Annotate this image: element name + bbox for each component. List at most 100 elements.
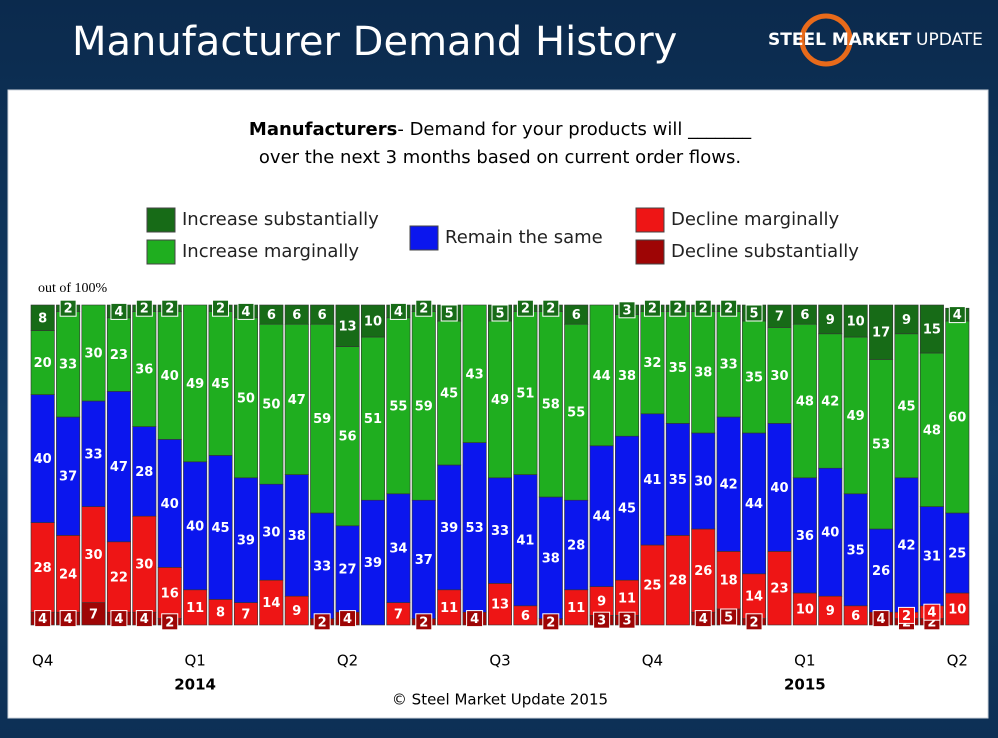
- data-label: 40: [34, 452, 52, 467]
- label-box: [745, 304, 763, 322]
- data-label: 39: [364, 556, 382, 571]
- data-label: 25: [643, 579, 661, 594]
- data-label: 20: [34, 356, 52, 371]
- data-label: 38: [288, 529, 306, 544]
- data-label: 4: [64, 612, 73, 627]
- data-label: 35: [745, 371, 763, 386]
- bar-segment: [335, 304, 360, 347]
- data-label: 37: [415, 553, 433, 568]
- data-label: 3: [597, 614, 606, 629]
- data-label: 35: [847, 543, 865, 558]
- data-label: 50: [262, 398, 280, 413]
- data-label: 10: [948, 603, 966, 618]
- data-label: 5: [724, 611, 733, 626]
- bar-segment: [919, 304, 944, 354]
- label-box: [745, 613, 763, 631]
- data-label: 45: [897, 399, 915, 414]
- data-label: 23: [110, 348, 128, 363]
- data-label: 37: [59, 470, 77, 485]
- data-label: 36: [135, 363, 153, 378]
- data-label: 4: [140, 612, 149, 627]
- legend-swatch: [146, 207, 176, 233]
- data-label: 2: [724, 302, 733, 317]
- data-label: 2: [318, 615, 327, 630]
- label-box: [923, 603, 941, 621]
- legend-label: Decline marginally: [671, 209, 840, 230]
- label-box: [59, 610, 77, 628]
- chart-title: Manufacturers- Demand for your products …: [249, 119, 752, 140]
- legend-label: Remain the same: [445, 227, 603, 248]
- legend-label: Increase marginally: [182, 241, 359, 262]
- footer: © Steel Market Update 2015: [392, 691, 608, 709]
- bar-segment: [360, 304, 385, 338]
- data-label: 39: [237, 534, 255, 549]
- data-label: 3: [623, 614, 632, 629]
- bar-segment: [284, 304, 309, 325]
- y-note: out of 100%: [38, 281, 108, 296]
- bar-segment: [792, 304, 817, 325]
- x-tick-label: Q4: [642, 652, 663, 670]
- data-label: 55: [567, 406, 585, 421]
- data-label: 26: [694, 564, 712, 579]
- data-label: 60: [948, 411, 966, 426]
- label-box: [237, 302, 255, 320]
- data-label: 2: [216, 302, 225, 317]
- x-tick-label: Q2: [337, 652, 358, 670]
- data-label: 51: [516, 387, 534, 402]
- data-label: 2: [64, 302, 73, 317]
- data-label: 10: [796, 603, 814, 618]
- data-label: 58: [542, 398, 560, 413]
- data-label: 35: [669, 361, 687, 376]
- label-box: [618, 611, 636, 629]
- data-label: 33: [720, 358, 738, 373]
- data-label: 6: [292, 308, 301, 323]
- label-box: [161, 613, 179, 631]
- bar-segment: [843, 304, 868, 338]
- label-box: [415, 613, 433, 631]
- logo-light: UPDATE: [916, 30, 983, 50]
- label-box: [694, 610, 712, 628]
- data-label: 2: [546, 615, 555, 630]
- data-label: 59: [313, 412, 331, 427]
- data-label: 40: [770, 481, 788, 496]
- data-label: 2: [673, 302, 682, 317]
- label-box: [643, 299, 661, 317]
- data-label: 30: [135, 558, 153, 573]
- data-label: 30: [262, 526, 280, 541]
- label-box: [872, 610, 890, 628]
- data-label: 42: [720, 478, 738, 493]
- data-label: 11: [440, 601, 458, 616]
- data-label: 5: [495, 307, 504, 322]
- data-label: 5: [750, 307, 759, 322]
- bar-segment: [589, 304, 614, 447]
- data-label: 26: [872, 564, 890, 579]
- data-label: 8: [38, 311, 47, 326]
- data-label: 6: [851, 609, 860, 624]
- data-label: 9: [826, 604, 835, 619]
- data-label: 2: [546, 302, 555, 317]
- data-label: 43: [466, 367, 484, 382]
- data-label: 40: [161, 497, 179, 512]
- data-label: 2: [165, 615, 174, 630]
- data-label: 11: [186, 601, 204, 616]
- data-label: 13: [491, 598, 509, 613]
- data-label: 27: [339, 563, 357, 578]
- label-box: [948, 306, 966, 324]
- data-label: 17: [872, 326, 890, 341]
- data-label: 44: [593, 510, 611, 525]
- bar-segment: [183, 304, 208, 463]
- data-label: 2: [699, 302, 708, 317]
- label-box: [897, 606, 915, 624]
- data-label: 34: [389, 542, 407, 557]
- data-label: 47: [110, 460, 128, 475]
- x-year-label: 2015: [784, 676, 826, 694]
- label-box: [34, 610, 52, 628]
- data-label: 15: [923, 323, 941, 338]
- title-bold: Manufacturers: [249, 119, 397, 140]
- data-label: 9: [597, 595, 606, 610]
- logo: STEEL MARKET UPDATE: [768, 13, 983, 67]
- data-label: 36: [796, 529, 814, 544]
- data-label: 6: [267, 308, 276, 323]
- data-label: 28: [567, 539, 585, 554]
- bar-segment: [894, 304, 919, 335]
